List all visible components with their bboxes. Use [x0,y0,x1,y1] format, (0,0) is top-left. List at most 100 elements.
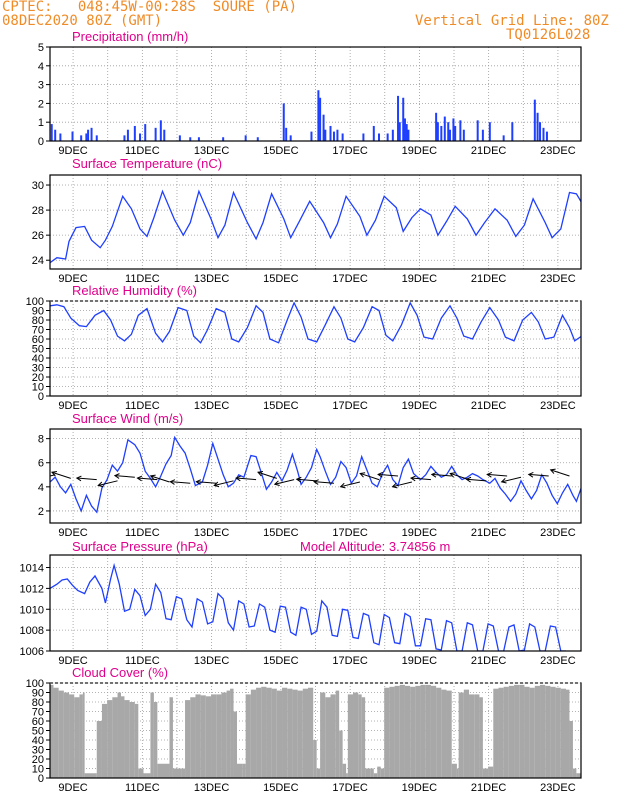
wind-xtick-label: 11DEC [125,527,160,539]
cloud-column [276,690,283,778]
wind-arrow-head [527,471,534,478]
header-date: 08DEC2020 80Z (GMT) [2,13,163,29]
cloud-column [69,694,75,778]
cloud-column [230,688,234,778]
precip-bar [329,125,332,141]
wind-arrow-head [500,478,507,484]
wind-arrow-head [51,471,58,477]
cloud-column [84,773,96,778]
precip-bar [144,124,147,141]
wind-arrow-head [97,481,104,488]
rh-xtick-label: 23DEC [540,400,576,412]
precip-bar [222,137,225,141]
precip-bar [319,97,322,141]
cloud-column [320,692,326,778]
rh-ytick-label: 100 [26,296,44,308]
rh-ytick-label: 30 [32,363,44,375]
wind-series [50,435,581,514]
pressure-xtick-label: 17DEC [332,655,368,667]
wind-arrow [528,473,549,477]
precip-bar [402,97,405,141]
cloud-ytick-label: 30 [32,745,44,757]
cloud-column [169,697,173,778]
wind-xtick-label: 9DEC [58,527,87,539]
cloud-column [58,690,64,778]
precip-title: Precipitation (mm/h) [72,29,188,44]
precip-bar [54,129,57,141]
wind-ytick-label: 6 [38,458,44,470]
cloud-column [261,686,267,778]
wind-arrow-head [313,479,319,485]
rh-ytick-label: 70 [32,325,44,337]
precip-bar [448,129,451,141]
precip-xtick-label: 9DEC [58,145,87,157]
rh-ytick-label: 40 [32,353,44,365]
precip-bar [391,129,394,141]
cloud-xtick-label: 23DEC [540,782,576,794]
wind-ytick-label: 8 [38,434,44,446]
wind-arrow [98,480,118,486]
cloud-column [250,689,257,778]
header-location: CPTEC: 048:45W-00:28S SOURE (PA) [2,0,298,15]
precip-bar [133,125,136,141]
wind-frame [49,428,582,524]
cloud-column [195,694,201,778]
precip-bar [397,95,400,141]
cloud-column [245,694,251,778]
cloud-column [166,763,170,778]
cloud-column [117,692,121,778]
pressure-ytick-label: 1012 [20,583,44,595]
wind-arrow [378,473,399,477]
precip-bar [440,125,443,141]
cloud-column [458,692,464,778]
wind-arrow-head [257,471,264,477]
wind-panel: Surface Wind (m/s) 2 4 6 8 9DEC 11DEC 13DEC 15DE… [38,411,582,539]
wind-arrow [76,477,97,481]
cloud-column [200,695,206,778]
wind-arrow [431,473,452,477]
precip-bar [545,131,548,141]
cloud-column [370,768,374,778]
cloud-ytick-label: 60 [32,716,44,728]
pressure-xtick-label: 21DEC [471,655,507,667]
temp-title: Surface Temperature (nC) [72,156,222,171]
pressure-line [50,562,566,651]
cloud-column [181,768,186,778]
rh-title: Relative Humidity (%) [72,283,197,298]
precip-bar [407,129,410,141]
wind-arrow [392,481,413,488]
cloud-series [50,684,581,778]
pressure-xtick-label: 15DEC [263,655,299,667]
rh-line [50,301,581,344]
pressure-ytick-label: 1008 [20,625,44,637]
precip-bar [398,122,401,141]
precip-xtick-label: 11DEC [125,145,160,157]
precip-bar [481,129,484,141]
precip-bar [123,135,126,141]
cloud-column [271,688,277,778]
cloud-column [53,687,59,778]
cloud-column [493,688,499,778]
cloud-column [394,685,400,778]
cloud-column [335,690,340,778]
cloud-column [146,773,151,778]
precip-bar [436,122,439,141]
pressure-series [50,562,566,651]
cloud-column [339,730,343,778]
wind-arrow [501,476,522,483]
wind-arrow-head [339,482,346,489]
rh-xtick-label: 13DEC [194,400,230,412]
rh-xtick-label: 17DEC [332,400,368,412]
cloud-column [508,685,515,778]
precip-bar [317,90,320,141]
cloud-ytick-label: 70 [32,707,44,719]
wind-xtick-label: 21DEC [471,527,507,539]
precip-bar [476,120,479,141]
cloud-column [377,766,381,778]
cloud-column [373,773,378,778]
precip-bar [310,131,313,141]
temp-xtick-label: 13DEC [194,273,230,285]
wind-arrow [214,480,234,486]
precip-bar [372,125,375,141]
wind-arrow [170,481,191,484]
